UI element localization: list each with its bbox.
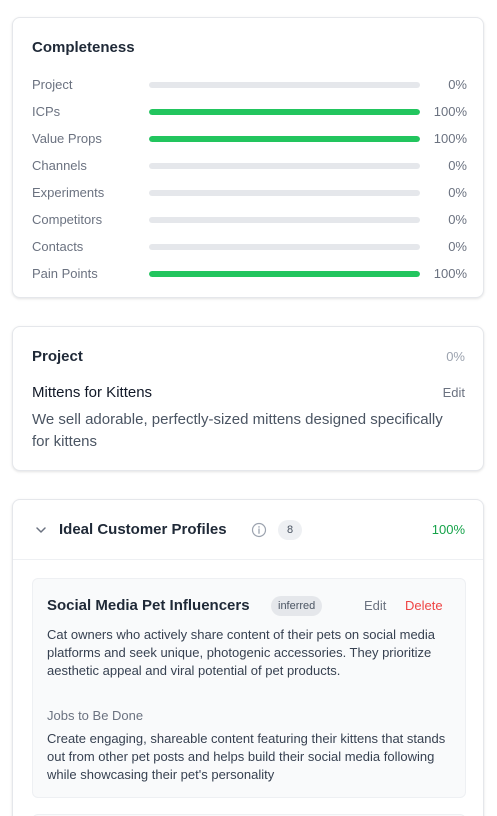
info-icon[interactable] (251, 522, 267, 538)
completeness-row: Project 0% (32, 71, 467, 98)
project-percent: 0% (446, 349, 465, 364)
project-card: Project 0% Mittens for Kittens Edit We s… (12, 326, 484, 471)
progress-track (149, 135, 420, 142)
project-section-title: Project (32, 348, 83, 365)
completeness-row-label: ICPs (32, 104, 61, 119)
project-name: Mittens for Kittens (32, 384, 153, 401)
icp-item-description: Cat owners who actively share content of… (47, 627, 436, 678)
progress-track (149, 189, 420, 196)
completeness-row: Pain Points 100% (32, 260, 467, 287)
project-description: We sell adorable, perfectly-sized mitten… (32, 411, 443, 450)
chevron-down-icon[interactable] (34, 523, 48, 537)
icp-edit-button[interactable]: Edit (364, 598, 387, 613)
progress-track (149, 270, 420, 277)
progress-track (149, 108, 420, 115)
completeness-row-percent: 0% (448, 239, 467, 254)
icp-item: Social Media Pet Influencers inferred Ed… (32, 578, 466, 798)
completeness-row-label: Contacts (32, 239, 84, 254)
progress-fill (149, 108, 420, 115)
completeness-row-label: Competitors (32, 212, 103, 227)
progress-track (149, 216, 420, 223)
completeness-row-label: Channels (32, 158, 87, 173)
completeness-row: Experiments 0% (32, 179, 467, 206)
icp-delete-button[interactable]: Delete (405, 598, 443, 613)
completeness-row-label: Value Props (32, 131, 102, 146)
project-edit-button[interactable]: Edit (442, 385, 465, 400)
completeness-row-percent: 0% (448, 185, 467, 200)
icp-count-badge: 8 (278, 520, 302, 540)
completeness-row: Channels 0% (32, 152, 467, 179)
icp-section-header[interactable]: Ideal Customer Profiles 8 100% (13, 500, 483, 560)
completeness-card: Completeness Project 0% ICPs 100% Value … (12, 17, 484, 298)
icp-item-name: Social Media Pet Influencers (47, 597, 250, 614)
icp-section-title: Ideal Customer Profiles (59, 521, 227, 538)
completeness-row-label: Experiments (32, 185, 105, 200)
progress-track (149, 243, 420, 250)
completeness-row-percent: 0% (448, 77, 467, 92)
completeness-row-percent: 100% (433, 131, 467, 146)
completeness-row: ICPs 100% (32, 98, 467, 125)
completeness-row: Contacts 0% (32, 233, 467, 260)
icp-percent: 100% (431, 522, 465, 537)
completeness-row: Value Props 100% (32, 125, 467, 152)
completeness-row-label: Pain Points (32, 266, 98, 281)
completeness-row-label: Project (32, 77, 73, 92)
progress-fill (149, 135, 420, 142)
jobs-to-be-done-text: Create engaging, shareable content featu… (47, 731, 446, 782)
progress-fill (149, 270, 420, 277)
completeness-row: Competitors 0% (32, 206, 467, 233)
completeness-row-percent: 100% (433, 266, 467, 281)
completeness-row-percent: 0% (448, 212, 467, 227)
completeness-title: Completeness (32, 39, 135, 56)
progress-track (149, 162, 420, 169)
completeness-row-percent: 100% (433, 104, 467, 119)
jobs-to-be-done-label: Jobs to Be Done (47, 708, 144, 723)
icp-card: Ideal Customer Profiles 8 100% Social Me… (12, 499, 484, 816)
completeness-row-percent: 0% (448, 158, 467, 173)
progress-track (149, 81, 420, 88)
inferred-badge: inferred (271, 596, 323, 616)
completeness-list: Project 0% ICPs 100% Value Props 100% Ch… (32, 71, 467, 287)
